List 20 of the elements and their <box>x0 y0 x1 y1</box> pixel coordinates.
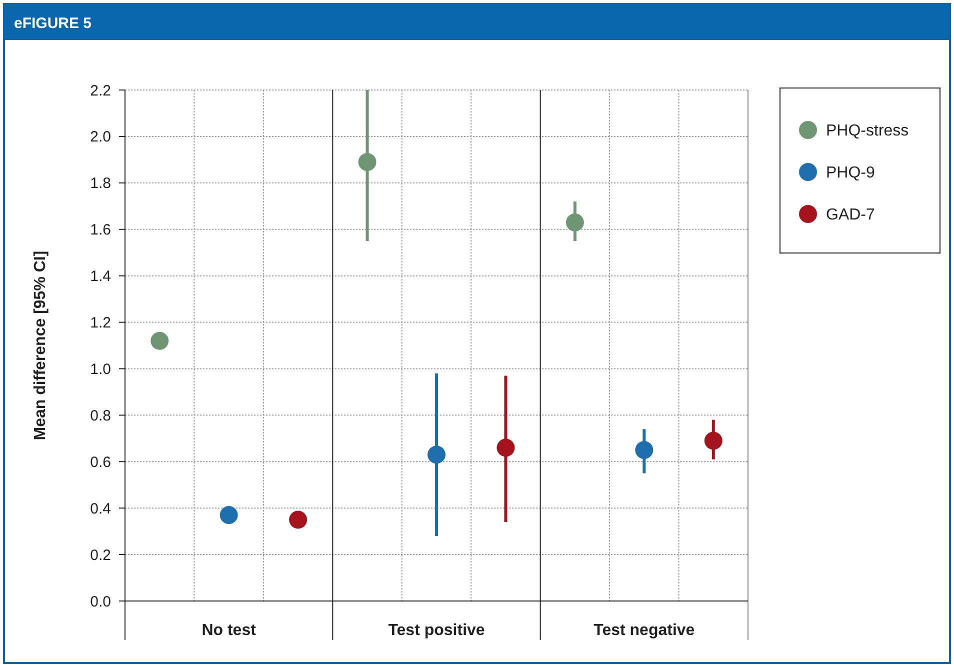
y-tick-label: 0.8 <box>90 407 111 424</box>
y-tick-label: 0.2 <box>90 546 111 564</box>
y-tick-label: 2.0 <box>90 128 111 146</box>
x-tick-label: No test <box>202 622 257 639</box>
legend-label: PHQ-stress <box>826 122 909 140</box>
chart-title: eFIGURE 5 <box>14 15 92 32</box>
y-tick-label: 0.4 <box>90 500 111 518</box>
y-tick-label: 2.2 <box>90 82 111 100</box>
y-axis-title: Mean difference [95% CI] <box>32 250 49 440</box>
y-tick-label: 1.6 <box>90 222 111 239</box>
y-tick-label: 0.6 <box>90 454 111 471</box>
y-tick-label: 1.8 <box>90 175 111 192</box>
legend-label: PHQ-9 <box>826 164 875 182</box>
y-tick-label: 1.4 <box>90 268 111 286</box>
x-tick-label: Test negative <box>594 622 695 639</box>
y-tick-label: 0.0 <box>90 593 111 610</box>
legend-label: GAD-7 <box>826 206 875 224</box>
y-tick-label: 1.2 <box>90 314 111 332</box>
y-tick-label: 1.0 <box>90 360 111 378</box>
x-tick-label: Test positive <box>388 622 485 639</box>
